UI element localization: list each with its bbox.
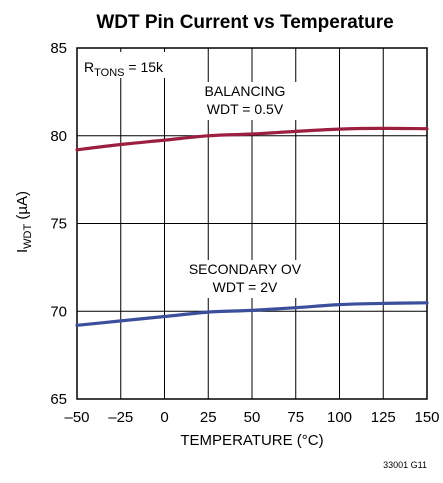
series-label: WDT = 2V	[213, 279, 278, 295]
series-line	[75, 301, 429, 327]
y-tick-label: 75	[50, 216, 67, 233]
x-tick-label: 0	[160, 409, 168, 426]
y-tick-label: 65	[50, 391, 67, 408]
y-tick-label: 80	[50, 128, 67, 145]
x-tick-label: –50	[64, 409, 89, 426]
y-axis-label-unit: (µA)	[14, 191, 31, 224]
y-axis-label-main: I	[14, 249, 31, 253]
x-tick-label: 125	[371, 409, 396, 426]
x-tick-label: 25	[200, 409, 217, 426]
x-tick-label: 100	[327, 409, 352, 426]
figure-id: 33001 G11	[383, 460, 427, 470]
series-label: SECONDARY OV	[189, 261, 302, 277]
chart-title: WDT Pin Current vs Temperature	[96, 12, 393, 33]
series-line	[75, 126, 429, 152]
series-label: BALANCING	[205, 83, 286, 99]
condition-label-main: R	[84, 59, 94, 75]
x-axis-label: TEMPERATURE (°C)	[180, 432, 323, 449]
condition-label-rest: = 15k	[124, 59, 164, 75]
y-tick-label: 85	[50, 40, 67, 57]
x-tick-labels: –50 –25 0 25 50 75 100 125 150	[64, 409, 439, 426]
x-tick-label: –25	[108, 409, 133, 426]
x-tick-label: 150	[414, 409, 439, 426]
series-layer	[75, 126, 429, 327]
y-axis-label-sub: WDT	[22, 224, 34, 249]
series-label: WDT = 0.5V	[207, 101, 284, 117]
y-tick-labels: 65 70 75 80 85	[50, 40, 67, 408]
series-label-bg	[183, 82, 307, 120]
series-label-bg	[183, 260, 307, 298]
x-tick-label: 75	[287, 409, 304, 426]
plot-frame	[76, 47, 428, 400]
condition-label-bg	[80, 52, 184, 78]
y-axis-label: IWDT (µA)	[14, 191, 34, 253]
series-labels: BALANCING WDT = 0.5V SECONDARY OV WDT = 2V	[183, 82, 307, 298]
x-tick-label: 50	[244, 409, 261, 426]
y-tick-label: 70	[50, 303, 67, 320]
condition-label: RTONS = 15k	[84, 59, 164, 79]
condition-label-sub: TONS	[94, 67, 124, 79]
